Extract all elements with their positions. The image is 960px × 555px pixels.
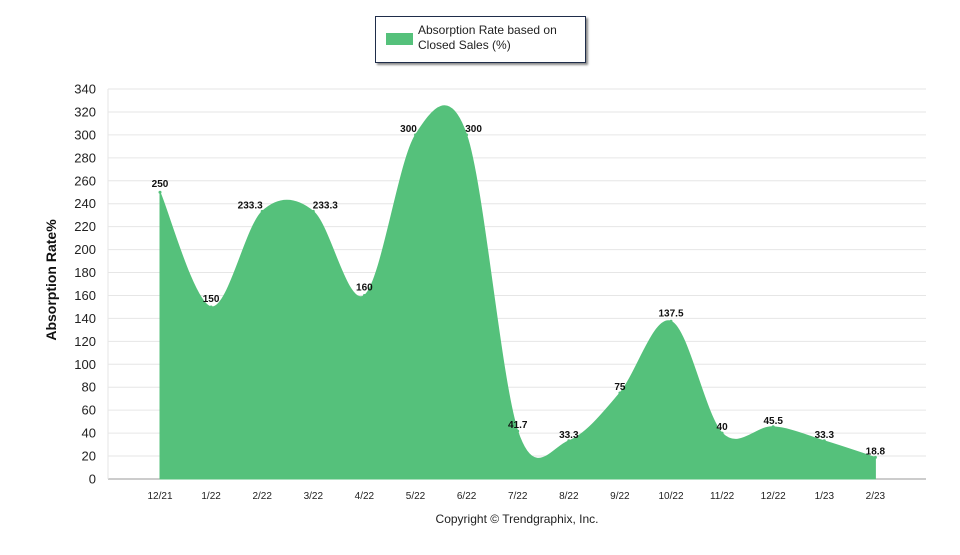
x-tick-label: 6/22 xyxy=(457,491,477,502)
x-tick-label: 2/22 xyxy=(252,491,272,502)
legend: Absorption Rate based on Closed Sales (%… xyxy=(375,16,586,63)
data-label: 41.7 xyxy=(508,420,528,431)
y-tick-label: 300 xyxy=(74,127,96,142)
data-point xyxy=(311,209,315,213)
legend-label-line2: Closed Sales (%) xyxy=(418,38,511,52)
x-tick-label: 7/22 xyxy=(508,491,528,502)
data-label: 233.3 xyxy=(313,200,338,211)
y-tick-label: 60 xyxy=(82,403,96,418)
data-label: 150 xyxy=(203,294,220,305)
y-tick-label: 40 xyxy=(82,426,96,441)
y-tick-label: 140 xyxy=(74,311,96,326)
data-point xyxy=(618,391,622,395)
data-point xyxy=(669,319,673,323)
x-tick-label: 1/22 xyxy=(201,491,221,502)
data-label: 233.3 xyxy=(238,200,263,211)
x-tick-label: 9/22 xyxy=(610,491,630,502)
y-tick-label: 180 xyxy=(74,265,96,280)
data-label: 33.3 xyxy=(559,430,579,441)
y-axis-label: Absorption Rate% xyxy=(43,219,59,341)
x-tick-label: 4/22 xyxy=(355,491,375,502)
data-point xyxy=(873,455,877,459)
y-tick-label: 240 xyxy=(74,196,96,211)
y-tick-label: 80 xyxy=(82,380,96,395)
x-tick-label: 10/22 xyxy=(658,491,683,502)
y-tick-label: 0 xyxy=(89,472,96,487)
y-tick-label: 260 xyxy=(74,173,96,188)
x-tick-label: 2/23 xyxy=(866,491,886,502)
data-label: 18.8 xyxy=(866,446,886,457)
y-tick-label: 100 xyxy=(74,357,96,372)
x-tick-label: 5/22 xyxy=(406,491,426,502)
y-tick-label: 20 xyxy=(82,449,96,464)
data-label: 137.5 xyxy=(658,308,683,319)
data-point xyxy=(158,190,162,194)
data-point xyxy=(516,429,520,433)
data-label: 250 xyxy=(152,179,169,190)
data-point xyxy=(720,431,724,435)
data-point xyxy=(414,133,417,137)
y-tick-label: 200 xyxy=(74,242,96,257)
legend-label-line1: Absorption Rate based on xyxy=(418,23,557,37)
legend-label: Absorption Rate based on Closed Sales (%… xyxy=(418,23,578,53)
copyright-text: Copyright © Trendgraphix, Inc. xyxy=(435,512,599,526)
x-tick-label: 11/22 xyxy=(710,491,735,502)
y-tick-label: 160 xyxy=(74,288,96,303)
data-point xyxy=(260,209,264,213)
y-tick-label: 280 xyxy=(74,150,96,165)
y-tick-label: 320 xyxy=(74,104,96,119)
data-label: 33.3 xyxy=(815,430,835,441)
data-label: 160 xyxy=(356,282,373,293)
data-point xyxy=(567,439,571,443)
x-tick-label: 1/23 xyxy=(815,491,835,502)
data-point xyxy=(209,305,213,309)
x-tick-label: 12/22 xyxy=(761,491,786,502)
y-tick-label: 220 xyxy=(74,219,96,234)
x-tick-label: 12/21 xyxy=(147,491,172,502)
data-label: 45.5 xyxy=(763,416,783,427)
data-label: 75 xyxy=(614,382,626,393)
data-label: 300 xyxy=(400,124,417,135)
y-tick-label: 120 xyxy=(74,334,96,349)
data-point xyxy=(362,293,366,297)
x-tick-label: 3/22 xyxy=(304,491,324,502)
data-point xyxy=(465,133,469,137)
legend-swatch xyxy=(386,33,413,45)
data-label: 300 xyxy=(465,124,482,135)
series-area xyxy=(159,105,876,480)
y-tick-label: 340 xyxy=(74,82,96,97)
data-point xyxy=(771,425,775,429)
x-tick-label: 8/22 xyxy=(559,491,579,502)
data-label: 40 xyxy=(717,422,729,433)
data-point xyxy=(822,439,826,443)
